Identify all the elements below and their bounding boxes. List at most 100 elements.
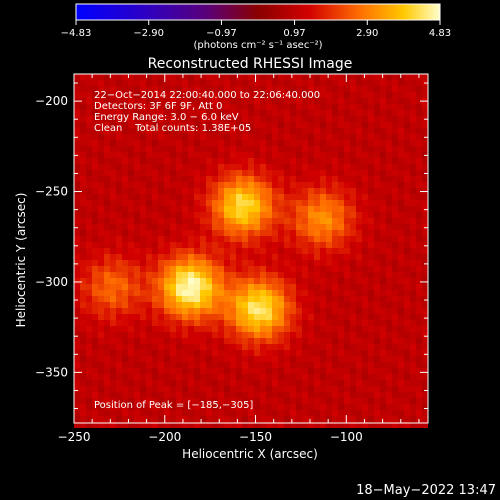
heatmap-cell	[104, 404, 110, 410]
heatmap-cell	[386, 410, 392, 416]
heatmap-cell	[416, 302, 422, 308]
heatmap-cell	[278, 374, 284, 380]
heatmap-cell	[344, 152, 350, 158]
heatmap-cell	[86, 362, 92, 368]
heatmap-cell	[344, 398, 350, 404]
heatmap-cell	[92, 362, 98, 368]
heatmap-cell	[314, 164, 320, 170]
heatmap-cell	[410, 422, 416, 428]
heatmap-cell	[248, 158, 254, 164]
heatmap-cell	[206, 230, 212, 236]
heatmap-cell	[188, 296, 194, 302]
heatmap-cell	[416, 218, 422, 224]
heatmap-cell	[344, 356, 350, 362]
heatmap-cell	[332, 74, 338, 80]
heatmap-cell	[260, 284, 266, 290]
heatmap-cell	[308, 278, 314, 284]
heatmap-cell	[92, 242, 98, 248]
heatmap-cell	[182, 260, 188, 266]
heatmap-cell	[404, 122, 410, 128]
heatmap-cell	[188, 110, 194, 116]
heatmap-cell	[230, 146, 236, 152]
heatmap-cell	[230, 410, 236, 416]
heatmap-cell	[164, 206, 170, 212]
heatmap-cell	[362, 410, 368, 416]
heatmap-cell	[374, 98, 380, 104]
heatmap-cell	[398, 392, 404, 398]
heatmap-cell	[404, 368, 410, 374]
heatmap-cell	[368, 212, 374, 218]
heatmap-cell	[242, 266, 248, 272]
heatmap-cell	[374, 236, 380, 242]
heatmap-cell	[194, 392, 200, 398]
heatmap-cell	[242, 284, 248, 290]
heatmap-cell	[386, 254, 392, 260]
heatmap-cell	[152, 326, 158, 332]
heatmap-cell	[224, 116, 230, 122]
heatmap-cell	[188, 374, 194, 380]
heatmap-cell	[386, 386, 392, 392]
heatmap-cell	[116, 206, 122, 212]
heatmap-cell	[152, 116, 158, 122]
heatmap-cell	[110, 314, 116, 320]
heatmap-cell	[128, 308, 134, 314]
heatmap-cell	[248, 236, 254, 242]
heatmap-cell	[116, 410, 122, 416]
heatmap-cell	[98, 80, 104, 86]
heatmap-cell	[272, 380, 278, 386]
heatmap-cell	[404, 266, 410, 272]
heatmap-cell	[332, 314, 338, 320]
heatmap-cell	[80, 188, 86, 194]
heatmap-cell	[410, 164, 416, 170]
heatmap-cell	[122, 188, 128, 194]
heatmap-cell	[314, 134, 320, 140]
heatmap-cell	[74, 176, 80, 182]
heatmap-cell	[164, 176, 170, 182]
heatmap-cell	[146, 350, 152, 356]
heatmap-cell	[368, 398, 374, 404]
heatmap-cell	[182, 314, 188, 320]
heatmap-cell	[146, 152, 152, 158]
heatmap-cell	[110, 212, 116, 218]
heatmap-cell	[104, 92, 110, 98]
heatmap-cell	[104, 110, 110, 116]
heatmap-cell	[80, 242, 86, 248]
heatmap-cell	[218, 284, 224, 290]
heatmap-cell	[236, 122, 242, 128]
heatmap-cell	[410, 176, 416, 182]
heatmap-cell	[344, 236, 350, 242]
heatmap-cell	[278, 386, 284, 392]
heatmap-cell	[326, 272, 332, 278]
heatmap-cell	[380, 410, 386, 416]
heatmap-cell	[194, 224, 200, 230]
heatmap-cell	[140, 236, 146, 242]
heatmap-cell	[206, 374, 212, 380]
heatmap-cell	[284, 344, 290, 350]
heatmap-cell	[98, 230, 104, 236]
heatmap-cell	[356, 356, 362, 362]
heatmap-cell	[344, 80, 350, 86]
heatmap-cell	[284, 98, 290, 104]
heatmap-cell	[98, 242, 104, 248]
heatmap-cell	[74, 320, 80, 326]
heatmap-cell	[260, 272, 266, 278]
heatmap-cell	[182, 386, 188, 392]
heatmap-cell	[158, 266, 164, 272]
heatmap-cell	[326, 386, 332, 392]
heatmap-cell	[290, 290, 296, 296]
heatmap-cell	[398, 410, 404, 416]
heatmap-cell	[236, 386, 242, 392]
heatmap-cell	[98, 122, 104, 128]
heatmap-cell	[122, 104, 128, 110]
heatmap-cell	[278, 284, 284, 290]
heatmap-cell	[320, 392, 326, 398]
heatmap-cell	[206, 122, 212, 128]
heatmap-cell	[140, 110, 146, 116]
heatmap-cell	[386, 200, 392, 206]
heatmap-cell	[188, 398, 194, 404]
heatmap-cell	[236, 98, 242, 104]
heatmap-cell	[302, 350, 308, 356]
heatmap-cell	[80, 158, 86, 164]
heatmap-cell	[290, 314, 296, 320]
heatmap-cell	[290, 248, 296, 254]
